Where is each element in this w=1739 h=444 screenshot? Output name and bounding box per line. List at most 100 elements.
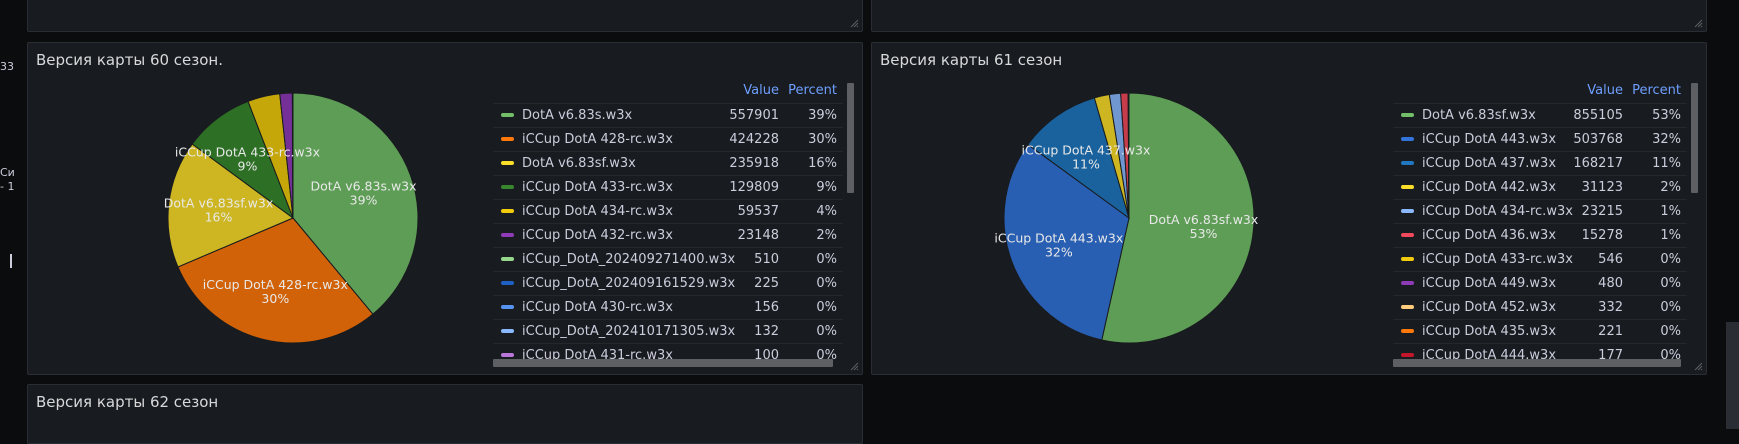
series-color-swatch[interactable] xyxy=(1401,305,1414,309)
resize-handle-icon[interactable] xyxy=(850,19,859,28)
legend-series-name[interactable]: iCCup DotA 433-rc.w3x xyxy=(522,180,673,195)
series-color-swatch[interactable] xyxy=(501,161,514,165)
legend-vertical-scrollbar[interactable] xyxy=(847,83,854,193)
legend-series-name[interactable]: iCCup DotA 449.w3x xyxy=(1422,276,1556,291)
series-color-swatch[interactable] xyxy=(1401,329,1414,333)
series-color-swatch[interactable] xyxy=(1401,137,1414,141)
legend-series-name[interactable]: iCCup DotA 434-rc.w3x xyxy=(1422,204,1573,219)
series-color-swatch[interactable] xyxy=(501,185,514,189)
series-color-swatch[interactable] xyxy=(501,257,514,261)
series-color-swatch[interactable] xyxy=(1401,209,1414,213)
pie-slice-label: iCCup DotA 428-rc.w3x xyxy=(203,277,348,292)
legend-series-value: 132 xyxy=(754,324,779,339)
legend-series-value: 129809 xyxy=(729,180,779,195)
legend-series-name[interactable]: iCCup DotA 432-rc.w3x xyxy=(522,228,673,243)
series-color-swatch[interactable] xyxy=(1401,257,1414,261)
series-color-swatch[interactable] xyxy=(501,329,514,333)
panel-top-right xyxy=(871,0,1707,32)
legend-series-percent: 0% xyxy=(1660,324,1681,339)
legend-series-name[interactable]: iCCup DotA 434-rc.w3x xyxy=(522,204,673,219)
legend-series-name[interactable]: iCCup_DotA_202410171305.w3x xyxy=(522,324,735,339)
legend-series-name[interactable]: iCCup_DotA_202409161529.w3x xyxy=(522,276,735,291)
legend-row[interactable]: iCCup DotA 437.w3x 168217 11% xyxy=(1393,151,1687,175)
resize-handle-icon[interactable] xyxy=(1694,19,1703,28)
series-color-swatch[interactable] xyxy=(501,233,514,237)
series-color-swatch[interactable] xyxy=(1401,353,1414,357)
legend-header-percent[interactable]: Percent xyxy=(1632,83,1681,103)
series-color-swatch[interactable] xyxy=(501,209,514,213)
panel-title[interactable]: Версия карты 60 сезон. xyxy=(36,51,223,69)
pie-slice-label: iCCup DotA 443.w3x xyxy=(994,230,1123,245)
page-scrollbar[interactable] xyxy=(1726,322,1739,429)
panel-top-left xyxy=(27,0,863,32)
resize-handle-icon[interactable] xyxy=(850,362,859,371)
legend-series-name[interactable]: iCCup DotA 436.w3x xyxy=(1422,228,1556,243)
panel-title[interactable]: Версия карты 61 сезон xyxy=(880,51,1062,69)
legend-horizontal-scrollbar[interactable] xyxy=(1393,359,1681,367)
legend-header-value[interactable]: Value xyxy=(1587,83,1623,103)
series-color-swatch[interactable] xyxy=(501,281,514,285)
legend-header-value[interactable]: Value xyxy=(743,83,779,103)
legend-series-name[interactable]: DotA v6.83sf.w3x xyxy=(522,156,636,171)
series-color-swatch[interactable] xyxy=(1401,281,1414,285)
legend-series-name[interactable]: DotA v6.83sf.w3x xyxy=(1422,108,1536,123)
legend-series-name[interactable]: iCCup DotA 442.w3x xyxy=(1422,180,1556,195)
series-color-swatch[interactable] xyxy=(1401,233,1414,237)
legend-vertical-scrollbar[interactable] xyxy=(1691,83,1698,193)
legend-series-percent: 53% xyxy=(1652,108,1681,123)
pie-slice-percent: 53% xyxy=(1190,226,1218,241)
legend-series-name[interactable]: iCCup DotA 433-rc.w3x xyxy=(1422,252,1573,267)
series-color-swatch[interactable] xyxy=(501,113,514,117)
legend-series-value: 332 xyxy=(1598,300,1623,315)
panel-title[interactable]: Версия карты 62 сезон xyxy=(36,393,218,411)
legend-series-name[interactable]: iCCup DotA 452.w3x xyxy=(1422,300,1556,315)
legend-series-name[interactable]: iCCup DotA 435.w3x xyxy=(1422,324,1556,339)
legend-series-name[interactable]: iCCup DotA 428-rc.w3x xyxy=(522,132,673,147)
legend-series-percent: 2% xyxy=(1660,180,1681,195)
series-color-swatch[interactable] xyxy=(1401,113,1414,117)
legend-series-percent: 0% xyxy=(1660,276,1681,291)
series-color-swatch[interactable] xyxy=(501,305,514,309)
legend-series-percent: 16% xyxy=(808,156,837,171)
series-color-swatch[interactable] xyxy=(501,353,514,357)
legend-series-name[interactable]: iCCup DotA 443.w3x xyxy=(1422,132,1556,147)
legend-series-name[interactable]: DotA v6.83s.w3x xyxy=(522,108,632,123)
pie-slice-label: iCCup DotA 433-rc.w3x xyxy=(175,144,320,159)
series-color-swatch[interactable] xyxy=(1401,185,1414,189)
resize-handle-icon[interactable] xyxy=(1694,362,1703,371)
legend-series-name[interactable]: iCCup DotA 430-rc.w3x xyxy=(522,300,673,315)
legend-series-value: 168217 xyxy=(1573,156,1623,171)
legend-series-percent: 0% xyxy=(816,300,837,315)
legend-horizontal-scrollbar[interactable] xyxy=(493,359,833,367)
legend-series-name[interactable]: iCCup_DotA_202409271400.w3x xyxy=(522,252,735,267)
side-fragment: Си xyxy=(0,166,15,179)
legend-series-name[interactable]: iCCup DotA 437.w3x xyxy=(1422,156,1556,171)
legend-series-percent: 11% xyxy=(1652,156,1681,171)
legend-series-percent: 32% xyxy=(1652,132,1681,147)
series-color-swatch[interactable] xyxy=(1401,161,1414,165)
series-color-swatch[interactable] xyxy=(501,137,514,141)
legend-header-percent[interactable]: Percent xyxy=(788,83,837,103)
